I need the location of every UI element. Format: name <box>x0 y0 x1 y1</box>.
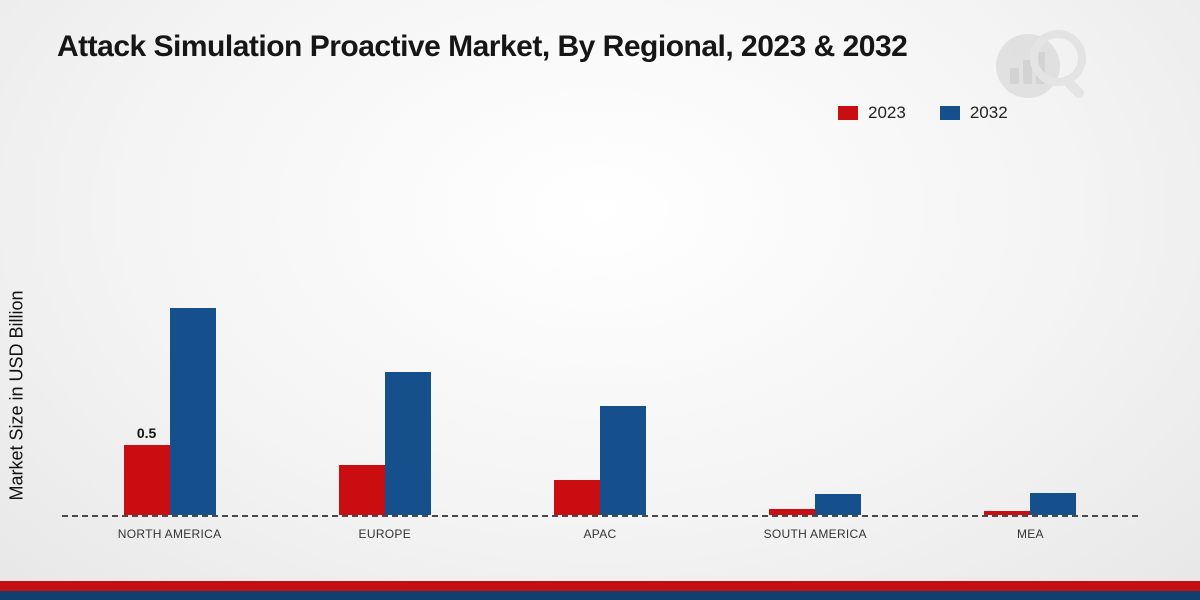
bar-2023-south-america <box>769 509 816 515</box>
bar-2032-europe <box>384 372 431 515</box>
bar-2032-apac <box>600 406 646 515</box>
legend-swatch-2032 <box>939 106 960 120</box>
bar-2023-mea <box>984 511 1031 515</box>
legend-item-2023: 2023 <box>838 103 906 123</box>
logo-bar-icon <box>1023 60 1032 84</box>
category-label-north-america: NORTH AMERICA <box>117 527 222 541</box>
chart-title: Attack Simulation Proactive Market, By R… <box>57 30 908 63</box>
legend-label-2032: 2032 <box>969 103 1008 122</box>
category-label-south-america: SOUTH AMERICA <box>763 527 867 541</box>
logo-bar-icon <box>1010 68 1019 84</box>
category-label-mea: MEA <box>1016 527 1044 541</box>
value-label-2023-north-america: 0.5 <box>136 425 157 441</box>
bar-2023-europe <box>338 465 385 515</box>
bar-2032-north-america <box>169 308 216 515</box>
bar-2023-apac <box>554 480 600 515</box>
bar-2032-mea <box>1030 493 1077 515</box>
bar-2032-south-america <box>815 494 862 515</box>
magnifier-icon <box>1030 30 1086 86</box>
footer-blue-stripe <box>0 591 1200 600</box>
category-label-europe: EUROPE <box>358 527 412 541</box>
category-label-apac: APAC <box>583 527 617 541</box>
legend-label-2023: 2023 <box>868 103 906 122</box>
brand-watermark-logo <box>990 30 1100 115</box>
legend: 2023 2032 <box>838 103 1008 123</box>
footer-red-stripe <box>0 581 1200 591</box>
bar-2023-north-america <box>123 445 170 515</box>
legend-swatch-2023 <box>838 106 858 120</box>
legend-item-2032: 2032 <box>939 103 1008 123</box>
x-axis-baseline <box>62 515 1138 517</box>
